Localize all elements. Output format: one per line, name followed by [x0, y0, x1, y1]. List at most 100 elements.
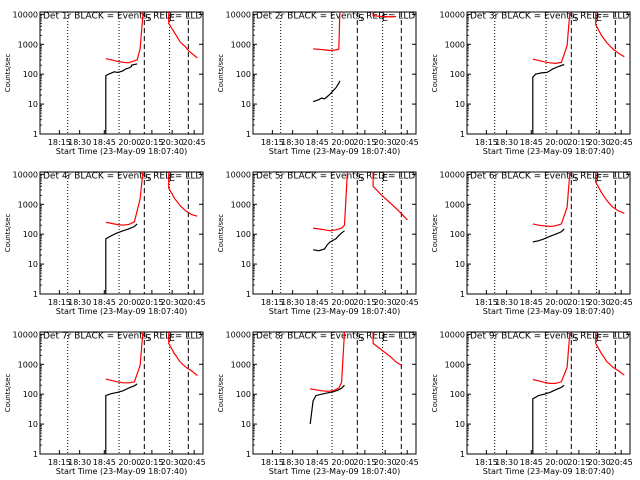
y-tick-label: 10: [455, 100, 465, 109]
y-tick-label: 1000: [445, 200, 465, 209]
y-axis-label: Counts/sec: [217, 214, 225, 253]
x-axis-label: Start Time (23-May-09 18:07:40): [56, 147, 187, 156]
plot-frame: [39, 11, 204, 135]
plot-title: Det 3r BLACK = Events, RED = LLD: [470, 12, 629, 22]
marker-s: S: [572, 173, 578, 184]
x-tick-label: 18:45: [306, 298, 329, 307]
plot-frame: [39, 171, 204, 295]
x-tick-label: 20:30: [588, 458, 611, 467]
x-axis-label: Start Time (23-May-09 18:07:40): [483, 467, 614, 476]
y-tick-label: 1000: [231, 40, 251, 49]
series-events: [532, 63, 565, 134]
x-tick-label: 20:45: [183, 298, 206, 307]
detector-panel-2: Det 2r BLACK = Events, RED = LLD 1 10 100 10…: [217, 10, 419, 156]
plot-frame: [466, 171, 631, 295]
detector-panel-9: Det 9r BLACK = Events, RED = LLD 1 10 100 10…: [431, 330, 633, 476]
y-tick-label: 10: [241, 260, 251, 269]
detector-panel-8: Det 8r BLACK = Events, RED = LLD 1 10 100 10…: [217, 330, 419, 476]
x-tick-label: 18:15: [261, 138, 284, 147]
marker-s: S: [145, 13, 151, 24]
x-tick-label: 18:45: [520, 458, 543, 467]
y-tick-label: 10000: [13, 10, 38, 19]
y-axis-label: Counts/sec: [431, 54, 439, 93]
plot-frame: [252, 171, 417, 295]
x-tick-label: 18:45: [520, 138, 543, 147]
plot-title: Det 8r BLACK = Events, RED = LLD: [256, 332, 415, 342]
x-tick-label: 20:45: [396, 138, 419, 147]
plot-frame: [252, 11, 417, 135]
plot-title: Det 5r BLACK = Events, RED = LLD: [256, 172, 415, 182]
series-lld: [313, 11, 341, 52]
x-axis-label: Start Time (23-May-09 18:07:40): [56, 467, 187, 476]
x-tick-label: 20:30: [588, 138, 611, 147]
x-tick-label: 20:30: [161, 138, 184, 147]
x-tick-label: 18:30: [281, 138, 304, 147]
series-lld-post: [372, 332, 403, 367]
y-tick-label: 10000: [440, 10, 465, 19]
x-tick-label: 20:30: [374, 458, 397, 467]
x-tick-label: 18:30: [495, 458, 518, 467]
x-tick-label: 18:30: [495, 138, 518, 147]
x-tick-label: 20:45: [396, 458, 419, 467]
y-tick-label: 100: [450, 230, 465, 239]
marker-e: E: [169, 173, 175, 184]
x-tick-label: 18:30: [281, 298, 304, 307]
x-tick-label: 20:15: [353, 138, 376, 147]
x-tick-label: 20:00: [118, 298, 141, 307]
y-tick-label: 100: [23, 70, 38, 79]
marker-e: E: [382, 13, 388, 24]
y-tick-label: 1: [460, 290, 465, 299]
y-tick-label: 100: [450, 70, 465, 79]
y-tick-label: 1000: [231, 200, 251, 209]
series-lld: [532, 11, 571, 65]
x-tick-label: 20:45: [610, 458, 633, 467]
x-tick-label: 18:30: [495, 298, 518, 307]
series-lld: [310, 331, 346, 392]
y-tick-label: 10: [455, 260, 465, 269]
y-tick-label: 100: [236, 70, 251, 79]
x-tick-label: 18:15: [475, 298, 498, 307]
marker-e: E: [382, 173, 388, 184]
x-tick-label: 20:00: [545, 298, 568, 307]
x-tick-label: 18:30: [68, 138, 91, 147]
y-tick-label: 10: [455, 420, 465, 429]
marker-s: S: [145, 333, 151, 344]
y-axis-label: Counts/sec: [431, 214, 439, 253]
marker-e: E: [596, 333, 602, 344]
marker-e: E: [169, 13, 175, 24]
x-axis-label: Start Time (23-May-09 18:07:40): [269, 147, 400, 156]
y-tick-label: 1: [246, 130, 251, 139]
y-tick-label: 10000: [13, 330, 38, 339]
x-tick-label: 18:15: [261, 298, 284, 307]
x-tick-label: 18:45: [93, 138, 116, 147]
x-tick-label: 18:30: [68, 298, 91, 307]
marker-s: S: [358, 173, 364, 184]
series-lld-post: [595, 332, 625, 376]
x-tick-label: 20:30: [161, 298, 184, 307]
marker-s: S: [145, 173, 151, 184]
x-tick-label: 18:45: [306, 138, 329, 147]
series-lld-post: [372, 12, 397, 18]
series-lld: [105, 171, 144, 226]
plot-title: Det 1r BLACK = Events, RED = LLD: [43, 12, 202, 22]
y-tick-label: 10000: [440, 170, 465, 179]
marker-s: S: [572, 333, 578, 344]
x-axis-label: Start Time (23-May-09 18:07:40): [56, 307, 187, 316]
y-tick-label: 10000: [226, 330, 251, 339]
y-tick-label: 100: [236, 390, 251, 399]
x-tick-label: 20:00: [331, 138, 354, 147]
detector-panel-4: Det 4r BLACK = Events, RED = LLD 1 10 100 10…: [4, 170, 206, 316]
y-axis-label: Counts/sec: [4, 374, 12, 413]
x-axis-label: Start Time (23-May-09 18:07:40): [483, 147, 614, 156]
series-lld-post: [595, 172, 625, 214]
x-tick-label: 20:15: [140, 458, 163, 467]
y-axis-label: Counts/sec: [4, 54, 12, 93]
x-tick-label: 20:00: [331, 458, 354, 467]
y-tick-label: 1: [33, 290, 38, 299]
x-tick-label: 18:45: [93, 458, 116, 467]
series-lld-post: [168, 172, 198, 217]
marker-s: S: [572, 13, 578, 24]
marker-s: S: [358, 13, 364, 24]
plot-title: Det 7r BLACK = Events, RED = LLD: [43, 332, 202, 342]
